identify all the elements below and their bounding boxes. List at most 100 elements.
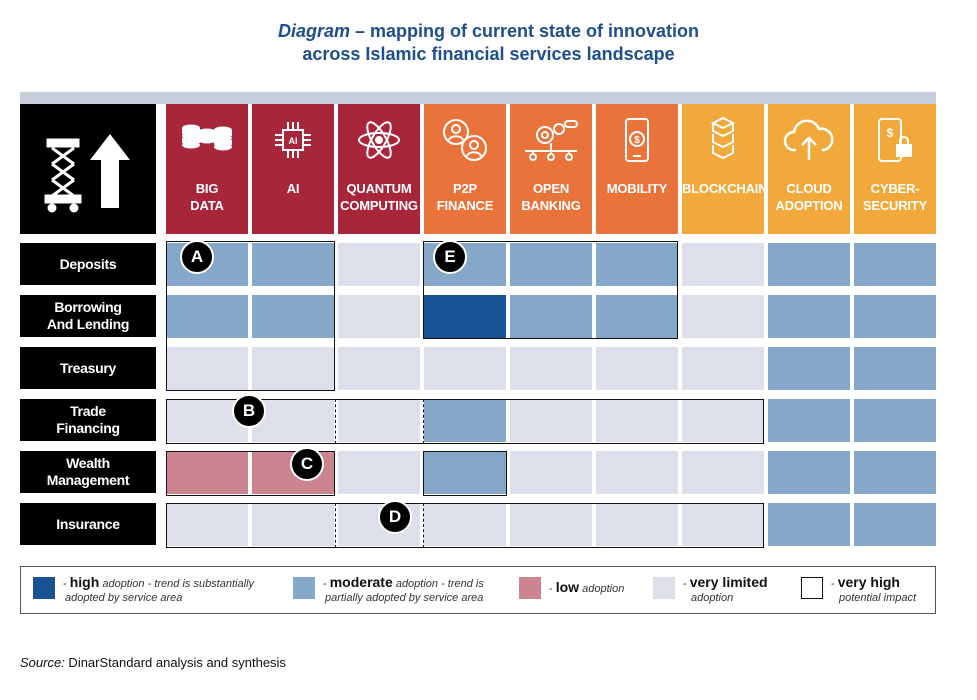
matrix-cell bbox=[854, 503, 936, 546]
matrix-cell bbox=[596, 243, 678, 286]
blocks-chain-icon bbox=[682, 116, 764, 164]
legend-swatch-high bbox=[33, 577, 55, 599]
ai-chip-icon: AI bbox=[252, 116, 334, 164]
matrix-cell bbox=[424, 503, 506, 546]
atom-icon bbox=[338, 116, 420, 164]
matrix-cell bbox=[338, 243, 420, 286]
column-header-quantum-computing: QUANTUM COMPUTING bbox=[338, 104, 420, 234]
matrix-cell bbox=[338, 399, 420, 442]
matrix-cell bbox=[596, 347, 678, 390]
matrix-cell bbox=[768, 399, 850, 442]
matrix-cell bbox=[854, 295, 936, 338]
legend-swatch-moderate bbox=[293, 577, 315, 599]
title-line2: across Islamic financial services landsc… bbox=[302, 44, 675, 64]
matrix-cell bbox=[682, 503, 764, 546]
row-header-insurance: Insurance bbox=[20, 503, 156, 545]
matrix-cell bbox=[252, 399, 334, 442]
matrix-cell bbox=[854, 347, 936, 390]
row-header-deposits: Deposits bbox=[20, 243, 156, 285]
cloud-upload-icon bbox=[768, 116, 850, 164]
column-label: BLOCKCHAIN bbox=[682, 181, 768, 196]
scissor-lift-up-arrow-icon bbox=[44, 134, 130, 213]
column-label: BIG DATA bbox=[190, 181, 224, 213]
matrix-cell bbox=[768, 451, 850, 494]
row-header-treasury: Treasury bbox=[20, 347, 156, 389]
column-label: MOBILITY bbox=[606, 181, 668, 196]
matrix-cell bbox=[252, 295, 334, 338]
matrix-cell bbox=[682, 399, 764, 442]
matrix-cell bbox=[682, 243, 764, 286]
column-header-blockchain: BLOCKCHAIN bbox=[682, 104, 768, 234]
p2p-users-icon bbox=[424, 116, 506, 164]
column-header-open-banking: OPEN BANKING bbox=[510, 104, 592, 234]
marker-d: D bbox=[378, 500, 412, 534]
marker-e: E bbox=[433, 240, 467, 274]
matrix-cell bbox=[854, 243, 936, 286]
matrix-cell bbox=[510, 243, 592, 286]
matrix-cell bbox=[424, 399, 506, 442]
matrix-cell bbox=[424, 451, 506, 494]
matrix-cell bbox=[424, 295, 506, 338]
svg-text:$: $ bbox=[887, 126, 894, 140]
matrix-cell bbox=[854, 451, 936, 494]
matrix-cell bbox=[338, 295, 420, 338]
mobile-dollar-icon: $ bbox=[596, 116, 678, 164]
legend-swatch-very-high bbox=[801, 577, 823, 599]
matrix-cell bbox=[510, 295, 592, 338]
matrix-cell bbox=[768, 295, 850, 338]
svg-text:$: $ bbox=[634, 135, 640, 146]
matrix-cell bbox=[424, 347, 506, 390]
matrix-cell bbox=[338, 451, 420, 494]
matrix-cell bbox=[854, 399, 936, 442]
matrix-cell bbox=[252, 347, 334, 390]
matrix-cell bbox=[682, 347, 764, 390]
gears-network-icon bbox=[510, 116, 592, 164]
matrix-cell bbox=[510, 503, 592, 546]
matrix-cell bbox=[166, 347, 248, 390]
column-header-mobility: $ MOBILITY bbox=[596, 104, 678, 234]
marker-b: B bbox=[232, 394, 266, 428]
matrix-cell bbox=[338, 347, 420, 390]
phone-lock-icon: $ bbox=[854, 116, 936, 164]
marker-c: C bbox=[290, 447, 324, 481]
row-header-borrowing-and-lending: Borrowing And Lending bbox=[20, 295, 156, 337]
column-label: AI bbox=[286, 181, 300, 196]
row-header-trade-financing: Trade Financing bbox=[20, 399, 156, 441]
corner-header bbox=[20, 104, 156, 234]
column-label: QUANTUM COMPUTING bbox=[340, 181, 418, 213]
matrix-cell bbox=[510, 347, 592, 390]
matrix-cell bbox=[166, 451, 248, 494]
matrix-cell bbox=[768, 243, 850, 286]
matrix-cell bbox=[252, 503, 334, 546]
matrix-cell bbox=[682, 451, 764, 494]
matrix-cell bbox=[596, 451, 678, 494]
column-label: P2P FINANCE bbox=[436, 181, 494, 213]
matrix-cell bbox=[768, 503, 850, 546]
marker-a: A bbox=[180, 240, 214, 274]
svg-text:AI: AI bbox=[289, 136, 298, 146]
matrix-cell bbox=[510, 399, 592, 442]
row-header-wealth-management: Wealth Management bbox=[20, 451, 156, 493]
diagram-title: Diagram – mapping of current state of in… bbox=[0, 20, 977, 66]
column-label: CLOUD ADOPTION bbox=[775, 181, 843, 213]
column-header-big-data: BIG DATA bbox=[166, 104, 248, 234]
table-top-band bbox=[20, 92, 936, 104]
matrix-cell bbox=[768, 347, 850, 390]
legend-swatch-very-limited bbox=[653, 577, 675, 599]
title-rest: – mapping of current state of innovation bbox=[350, 21, 700, 41]
legend: - high adoption - trend is substantially… bbox=[20, 566, 936, 614]
matrix-cell bbox=[252, 243, 334, 286]
matrix-cell bbox=[596, 503, 678, 546]
matrix-cell bbox=[682, 295, 764, 338]
title-italic: Diagram bbox=[277, 21, 350, 41]
column-header-cyber-security: $ CYBER- SECURITY bbox=[854, 104, 936, 234]
matrix-cell bbox=[166, 503, 248, 546]
source-note: Source: DinarStandard analysis and synth… bbox=[20, 655, 286, 670]
column-header-p2p-finance: P2P FINANCE bbox=[424, 104, 506, 234]
matrix-cell bbox=[596, 399, 678, 442]
matrix-cell bbox=[166, 295, 248, 338]
legend-swatch-low bbox=[519, 577, 541, 599]
column-label: OPEN BANKING bbox=[521, 181, 581, 213]
column-header-ai: AI AI bbox=[252, 104, 334, 234]
coins-stack-icon bbox=[166, 116, 248, 164]
